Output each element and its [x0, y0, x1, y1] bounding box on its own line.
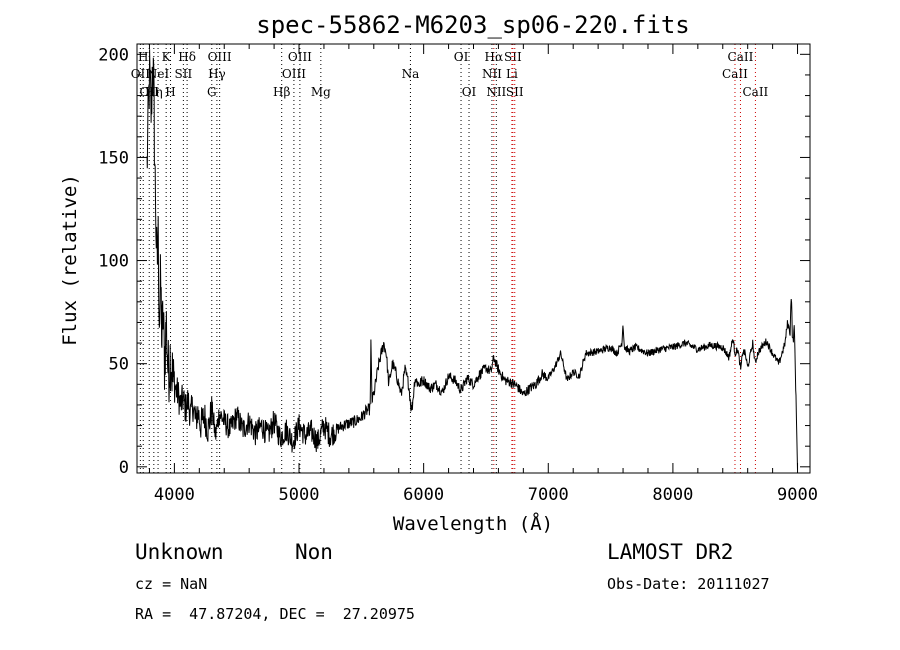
line-marker-label: Na [402, 67, 420, 81]
survey-label: LAMOST DR2 [607, 540, 734, 564]
y-tick-label: 200 [98, 45, 129, 65]
line-marker-label: NII [486, 85, 506, 99]
line-marker-label: H [165, 85, 175, 99]
y-tick-label: 0 [119, 458, 129, 478]
y-tick-label: 50 [109, 355, 129, 375]
obs-date-label: Obs-Date: 20111027 [607, 575, 770, 593]
x-tick-label: 9000 [777, 485, 818, 505]
line-marker-label: Hβ [273, 85, 290, 99]
spectrum-series [146, 49, 798, 470]
x-tick-label: 6000 [403, 485, 444, 505]
line-marker-label: H [138, 50, 148, 64]
line-markers: OIIHOIIHηNeIKHSIIHδGHγOIIIHβOIIIOIIIMgNa… [131, 44, 769, 473]
x-axis-label: Wavelength (Å) [393, 512, 553, 535]
line-marker-label: NII [482, 67, 502, 81]
line-marker-label: OI [462, 85, 477, 99]
classification-label: Unknown [135, 540, 224, 564]
x-tick-label: 8000 [652, 485, 693, 505]
spectrum-line [146, 49, 798, 470]
line-marker-label: SII [504, 50, 522, 64]
line-marker-label: Hα [485, 50, 504, 64]
subclass-label: Non [295, 540, 333, 564]
line-marker-label: SII [506, 85, 524, 99]
line-marker-label: Hδ [178, 50, 196, 64]
line-marker-label: CaII [728, 50, 754, 64]
line-marker-label: OIII [282, 67, 306, 81]
line-marker-label: Mg [311, 85, 331, 99]
x-tick-label: 4000 [154, 485, 195, 505]
y-axis-label: Flux (relative) [59, 174, 81, 346]
line-marker-label: Li [506, 67, 518, 81]
line-marker-label: OII [131, 67, 151, 81]
x-tick-label: 7000 [528, 485, 569, 505]
coordinates-label: RA = 47.87204, DEC = 27.20975 [135, 605, 415, 623]
redshift-label: cz = NaN [135, 575, 208, 593]
y-tick-label: 100 [98, 252, 129, 272]
chart-title: spec-55862-M6203_sp06-220.fits [256, 11, 689, 39]
line-marker-label: OIII [208, 50, 232, 64]
y-tick-label: 150 [98, 148, 129, 168]
axes: 4000 5000 6000 7000 8000 9000 0 50 100 150 200 [98, 44, 818, 505]
line-marker-label: Hγ [208, 67, 226, 81]
line-marker-label: OI [454, 50, 469, 64]
x-tick-label: 5000 [279, 485, 320, 505]
line-marker-label: CaII [722, 67, 748, 81]
line-marker-label: K [162, 50, 172, 64]
line-marker-label: OIII [288, 50, 312, 64]
line-marker-label: SII [175, 67, 193, 81]
line-marker-label: CaII [742, 85, 768, 99]
line-marker-label: G [207, 85, 217, 99]
